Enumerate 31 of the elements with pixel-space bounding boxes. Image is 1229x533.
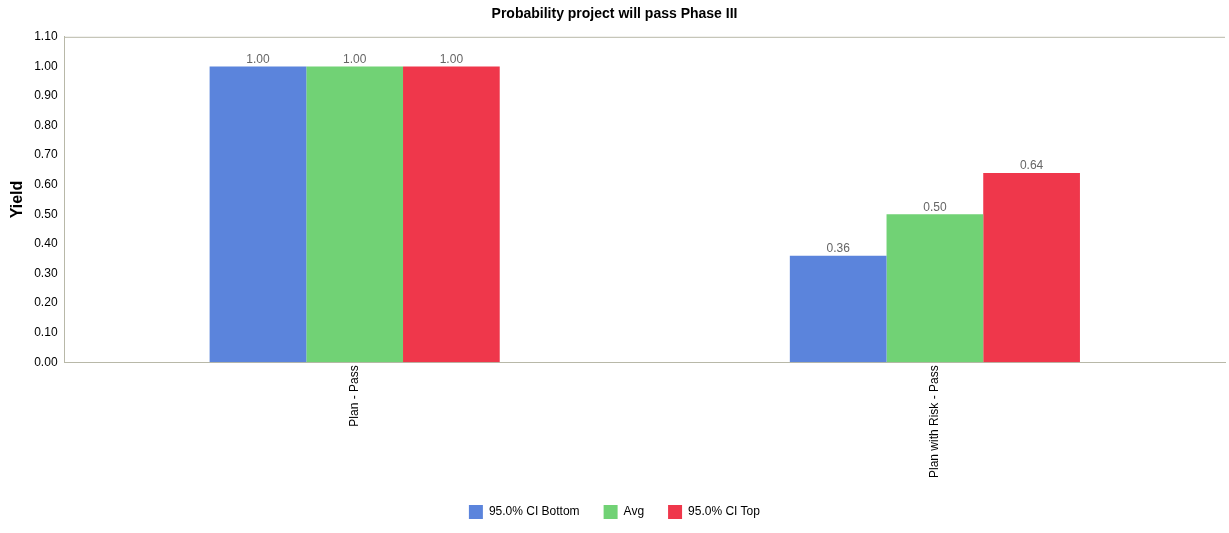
data-label: 0.36 (826, 241, 851, 256)
x-tick-label: Plan - Pass (346, 365, 361, 427)
y-tick-label: 0.70 (34, 147, 58, 162)
bar (789, 255, 887, 363)
bar (886, 214, 984, 363)
bar (983, 172, 1080, 363)
y-tick-label: 1.00 (34, 58, 58, 73)
y-tick-label: 0.80 (34, 117, 58, 132)
y-tick-label: 0.50 (34, 206, 58, 221)
data-label: 1.00 (342, 51, 367, 66)
y-tick-label: 0.90 (34, 88, 58, 103)
data-label: 0.64 (1019, 158, 1044, 173)
data-label: 0.50 (923, 199, 947, 214)
data-label: 1.00 (439, 51, 464, 66)
legend-label: 95.0% CI Top (688, 504, 761, 519)
legend-label: Avg (623, 504, 645, 519)
data-label: 1.00 (246, 51, 270, 66)
legend-label: 95.0% CI Bottom (488, 504, 580, 519)
y-axis-title: Yield (8, 180, 26, 219)
y-tick-label: 1.10 (34, 29, 58, 44)
bar (403, 66, 500, 363)
y-tick-label: 0.60 (34, 177, 58, 192)
y-tick-label: 0.30 (34, 265, 58, 280)
bar (209, 66, 307, 363)
y-tick-label: 0.00 (34, 354, 58, 369)
x-tick-label: Plan with Risk - Pass (927, 365, 942, 478)
y-tick-label: 0.10 (34, 325, 58, 340)
bar (306, 66, 404, 363)
y-tick-label: 0.40 (34, 236, 58, 251)
y-tick-label: 0.20 (34, 295, 58, 310)
chart-title: Probability project will pass Phase III (491, 5, 738, 22)
